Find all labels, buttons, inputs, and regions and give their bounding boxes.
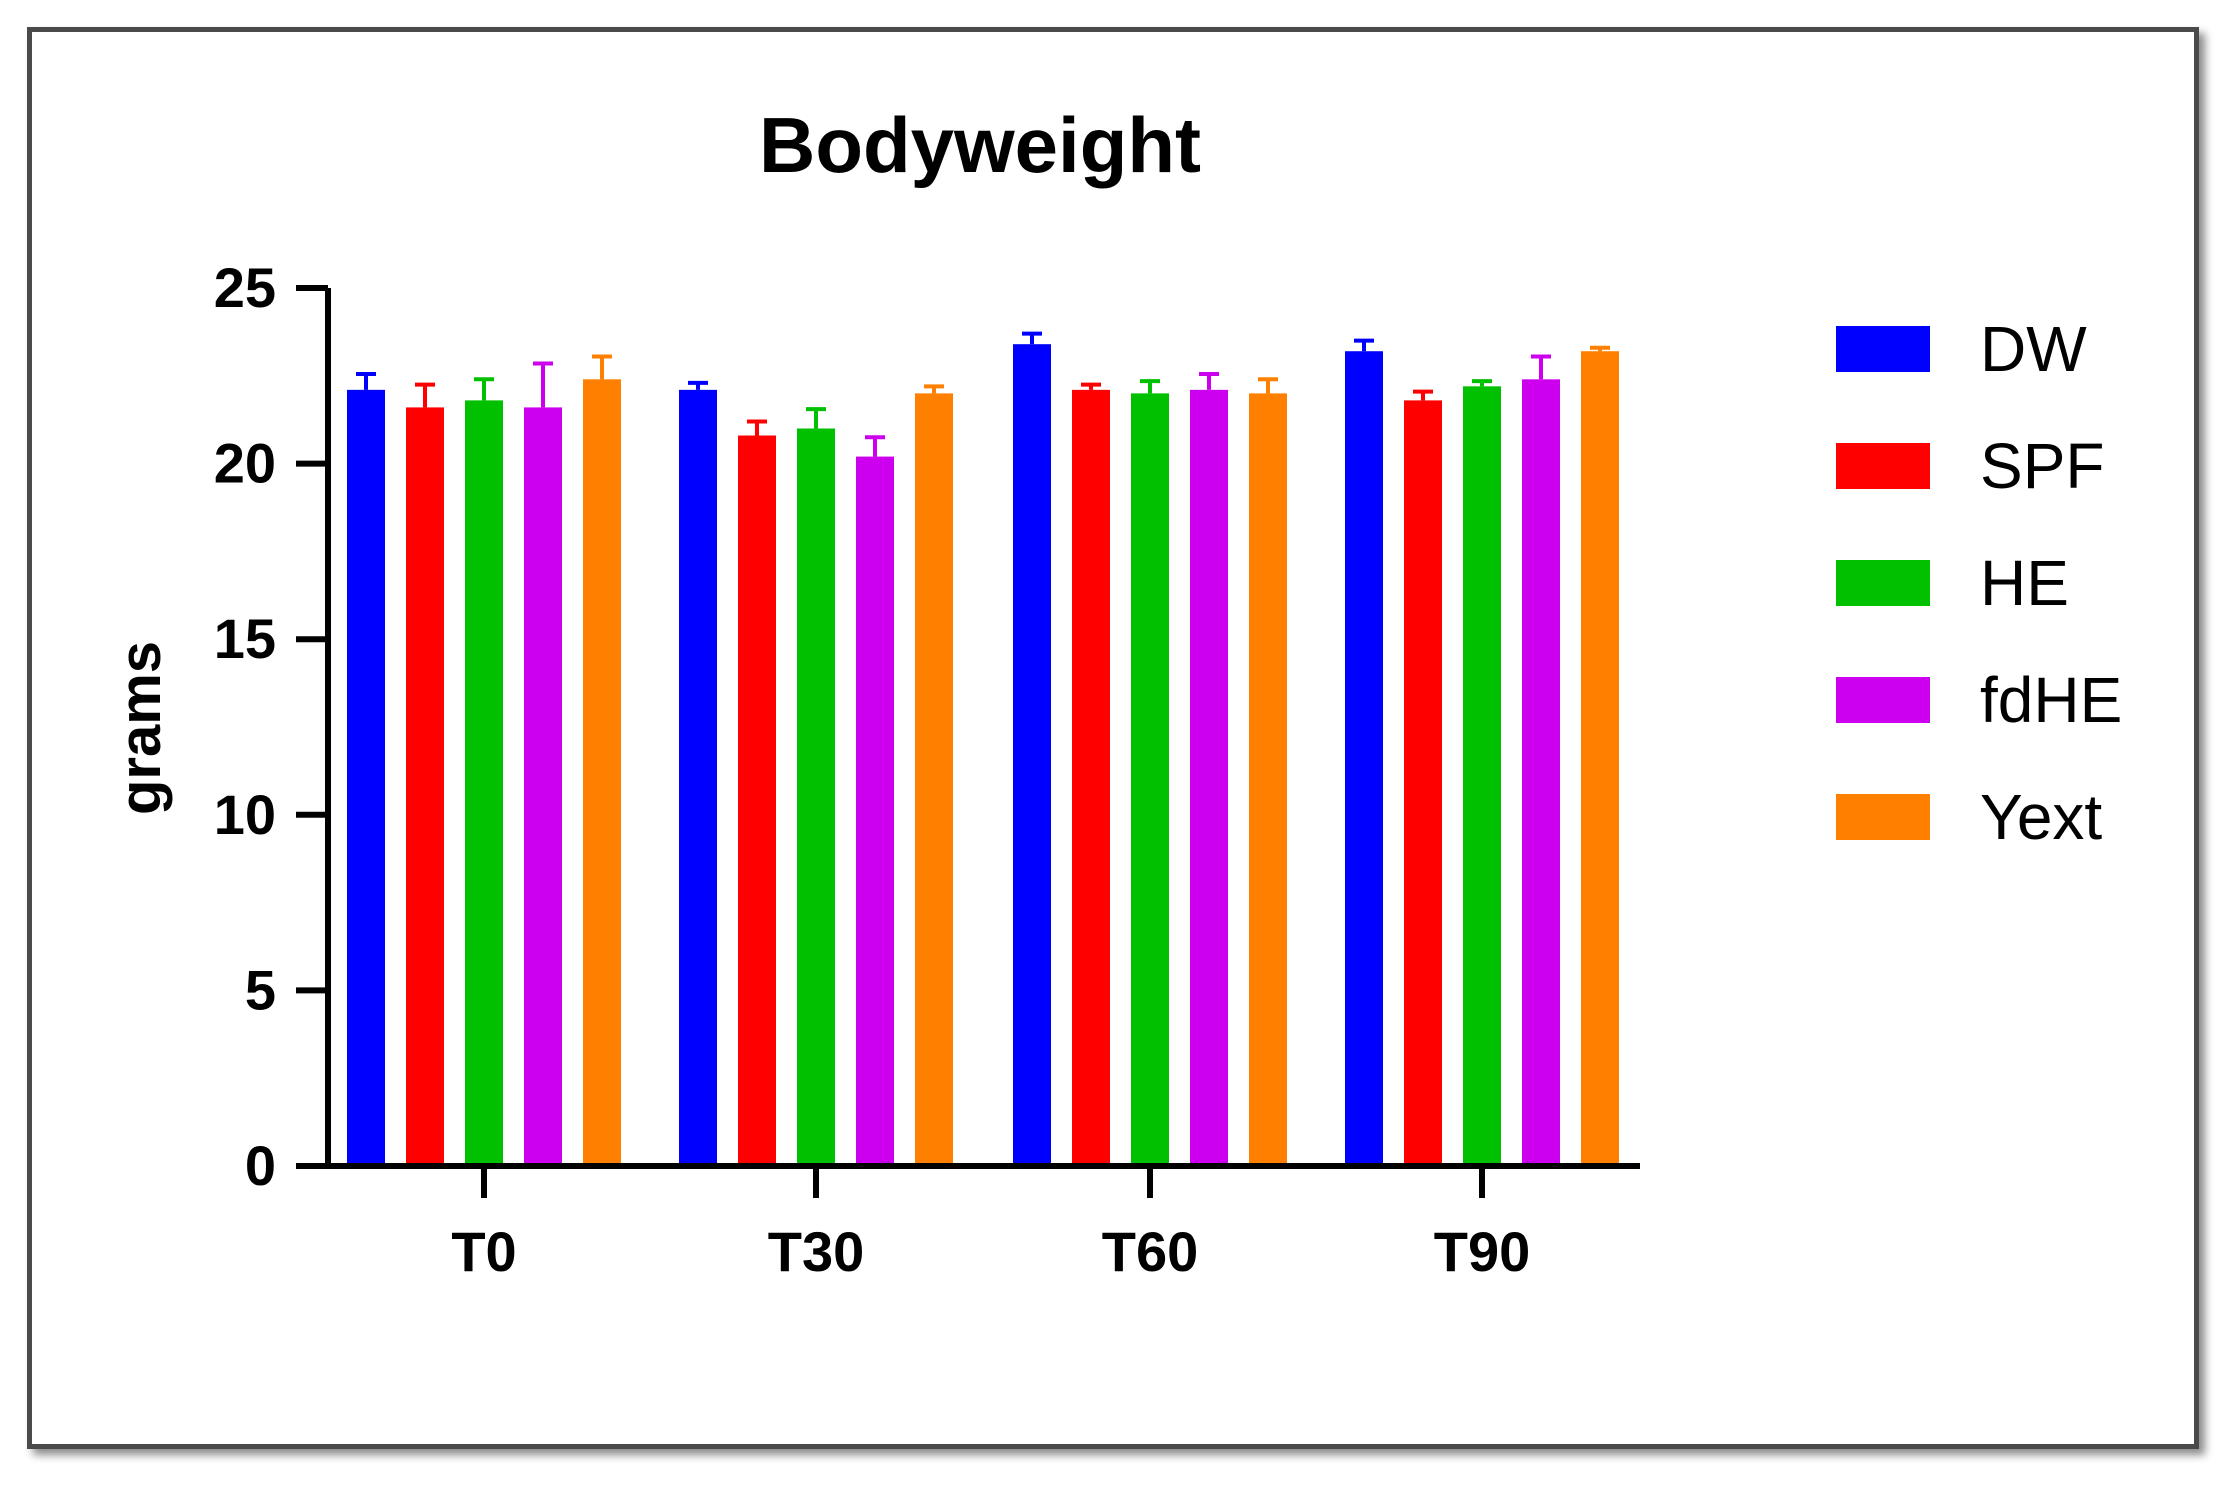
legend-swatch-Yext bbox=[1836, 794, 1930, 840]
bar-DW-T90 bbox=[1345, 351, 1383, 1166]
legend-label-HE: HE bbox=[1980, 547, 2069, 619]
error-bars-layer bbox=[356, 331, 1610, 457]
x-tick-label-T60: T60 bbox=[1102, 1220, 1199, 1283]
bar-DW-T60 bbox=[1013, 344, 1051, 1166]
y-tick-label-25: 25 bbox=[214, 256, 276, 319]
legend: DW SPF HE fdHE Yext bbox=[1836, 313, 2122, 853]
x-ticks: T0 T30 T60 T90 bbox=[451, 1166, 1530, 1283]
bar-SPF-T90 bbox=[1404, 400, 1442, 1166]
bar-Yext-T0 bbox=[583, 379, 621, 1166]
bar-HE-T60 bbox=[1131, 393, 1169, 1166]
bar-fdHE-T60 bbox=[1190, 389, 1228, 1166]
bar-SPF-T30 bbox=[738, 435, 776, 1166]
bar-HE-T30 bbox=[797, 428, 835, 1167]
bar-DW-T30 bbox=[679, 389, 717, 1166]
legend-label-Yext: Yext bbox=[1980, 781, 2102, 853]
y-tick-label-20: 20 bbox=[214, 432, 276, 495]
x-tick-label-T30: T30 bbox=[768, 1220, 865, 1283]
axes bbox=[325, 288, 1640, 1169]
bar-fdHE-T30 bbox=[856, 456, 894, 1166]
y-tick-label-10: 10 bbox=[214, 783, 276, 846]
bar-Yext-T60 bbox=[1249, 393, 1287, 1166]
bar-HE-T90 bbox=[1463, 386, 1501, 1166]
bar-SPF-T60 bbox=[1072, 389, 1110, 1166]
y-tick-label-15: 15 bbox=[214, 607, 276, 670]
legend-label-fdHE: fdHE bbox=[1980, 664, 2122, 736]
y-tick-label-5: 5 bbox=[245, 958, 276, 1021]
legend-swatch-SPF bbox=[1836, 443, 1930, 489]
y-axis-label: grams bbox=[108, 641, 173, 815]
legend-label-SPF: SPF bbox=[1980, 430, 2104, 502]
legend-swatch-fdHE bbox=[1836, 677, 1930, 723]
legend-swatch-HE bbox=[1836, 560, 1930, 606]
x-tick-label-T0: T0 bbox=[451, 1220, 516, 1283]
y-tick-label-0: 0 bbox=[245, 1134, 276, 1197]
bar-SPF-T0 bbox=[406, 407, 444, 1167]
bar-Yext-T30 bbox=[915, 393, 953, 1166]
bar-DW-T0 bbox=[347, 389, 385, 1166]
bar-HE-T0 bbox=[465, 400, 503, 1166]
x-tick-label-T90: T90 bbox=[1434, 1220, 1531, 1283]
bar-Yext-T90 bbox=[1581, 351, 1619, 1166]
y-ticks: 0 5 10 15 20 25 bbox=[214, 256, 328, 1197]
legend-swatch-DW bbox=[1836, 326, 1930, 372]
chart-frame bbox=[27, 27, 2199, 1449]
bar-fdHE-T0 bbox=[524, 407, 562, 1167]
legend-label-DW: DW bbox=[1980, 313, 2087, 385]
bar-fdHE-T90 bbox=[1522, 379, 1560, 1166]
chart-title: Bodyweight bbox=[759, 101, 1201, 189]
bars-layer bbox=[347, 344, 1619, 1167]
